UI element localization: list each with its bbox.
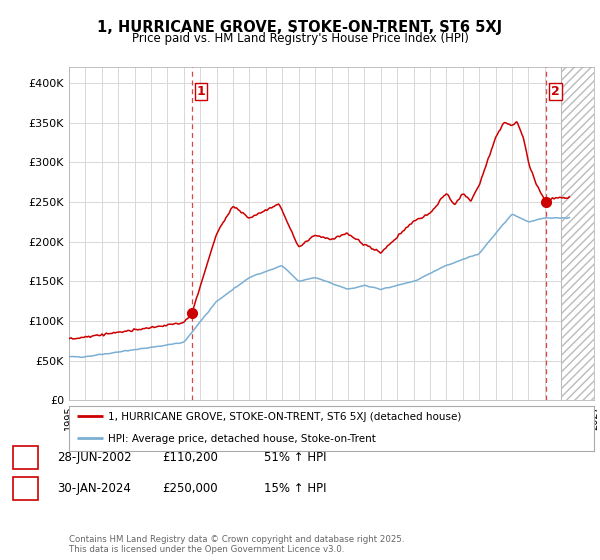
Text: £250,000: £250,000 — [162, 482, 218, 495]
Text: 1: 1 — [197, 85, 206, 98]
Text: HPI: Average price, detached house, Stoke-on-Trent: HPI: Average price, detached house, Stok… — [109, 434, 376, 444]
Text: 30-JAN-2024: 30-JAN-2024 — [57, 482, 131, 495]
Text: 1: 1 — [22, 451, 30, 464]
Text: 15% ↑ HPI: 15% ↑ HPI — [264, 482, 326, 495]
Text: 1, HURRICANE GROVE, STOKE-ON-TRENT, ST6 5XJ: 1, HURRICANE GROVE, STOKE-ON-TRENT, ST6 … — [97, 20, 503, 35]
Text: Contains HM Land Registry data © Crown copyright and database right 2025.
This d: Contains HM Land Registry data © Crown c… — [69, 535, 404, 554]
Text: 2: 2 — [551, 85, 560, 98]
Bar — [561, 67, 594, 400]
Text: 51% ↑ HPI: 51% ↑ HPI — [264, 451, 326, 464]
Text: 1, HURRICANE GROVE, STOKE-ON-TRENT, ST6 5XJ (detached house): 1, HURRICANE GROVE, STOKE-ON-TRENT, ST6 … — [109, 412, 462, 422]
Text: 28-JUN-2002: 28-JUN-2002 — [57, 451, 131, 464]
Text: Price paid vs. HM Land Registry's House Price Index (HPI): Price paid vs. HM Land Registry's House … — [131, 32, 469, 45]
Text: 2: 2 — [22, 482, 30, 495]
Text: £110,200: £110,200 — [162, 451, 218, 464]
